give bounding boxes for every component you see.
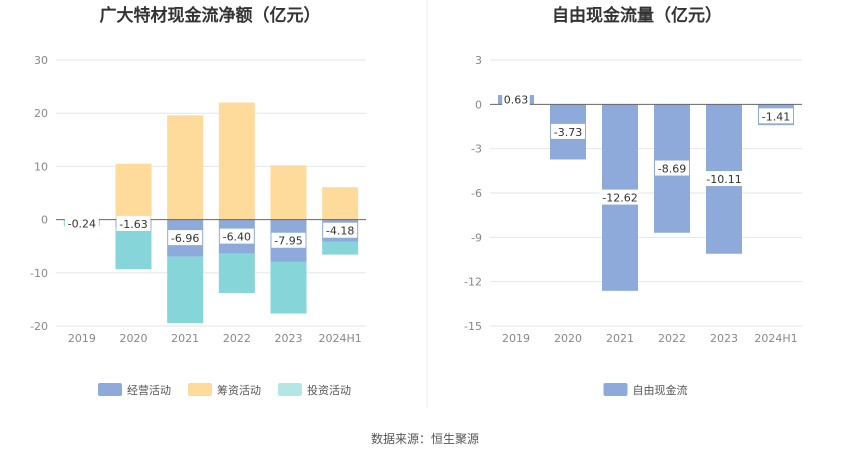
data-label: -12.62 — [602, 192, 637, 205]
data-label: -10.11 — [706, 173, 741, 186]
data-label: -3.73 — [554, 126, 582, 139]
data-label: -7.95 — [274, 235, 302, 248]
bar-financing — [218, 102, 255, 220]
legend-swatch — [188, 383, 212, 396]
legend-swatch — [98, 383, 122, 396]
x-tick-label: 2019 — [68, 332, 96, 345]
bar-financing — [322, 187, 359, 220]
bar-investing — [322, 241, 359, 255]
data-label-bg — [551, 123, 585, 139]
cashflow-chart: 30 20 10 0 -10 -20 2019 2020 2021 2022 2023 2024H1 -… — [30, 54, 366, 397]
y-tick-label: 20 — [34, 107, 48, 120]
y-tick-label: 3 — [475, 54, 482, 67]
y-tick-label: -15 — [464, 320, 482, 333]
x-tick-label: 2022 — [658, 332, 686, 345]
data-label: -1.41 — [762, 110, 790, 123]
legend-label: 筹资活动 — [217, 383, 261, 397]
data-label-bg — [64, 215, 99, 231]
legend-swatch — [278, 383, 302, 396]
y-tick-label: 0 — [475, 98, 482, 111]
data-label: -6.96 — [171, 232, 199, 245]
data-label-bg — [219, 228, 254, 244]
bar-investing — [218, 253, 255, 294]
x-tick-label: 2023 — [710, 332, 738, 345]
x-tick-label: 2024H1 — [319, 332, 362, 345]
bar-investing — [167, 256, 204, 324]
data-label: 0.63 — [504, 94, 529, 107]
bar-investing — [270, 261, 307, 314]
data-label-bg — [599, 189, 641, 205]
y-tick-label: 30 — [34, 54, 48, 67]
data-label: -0.24 — [68, 218, 96, 231]
x-tick-label: 2020 — [120, 332, 148, 345]
y-tick-label: -20 — [30, 320, 48, 333]
y-tick-label: -10 — [30, 267, 48, 280]
data-label-bg — [271, 232, 306, 248]
y-tick-label: -12 — [464, 276, 482, 289]
x-tick-label: 2021 — [606, 332, 634, 345]
legend-label: 投资活动 — [307, 383, 351, 397]
x-tick-label: 2023 — [275, 332, 303, 345]
data-label-bg — [116, 215, 151, 231]
legend-label: 自由现金流 — [633, 383, 688, 397]
data-label: -6.40 — [223, 231, 251, 244]
chart-title-fcf: 自由现金流量（亿元） — [552, 5, 722, 26]
y-tick-label: -3 — [471, 143, 482, 156]
y-tick-label: -9 — [471, 231, 482, 244]
bar-investing — [115, 228, 152, 270]
chart-title-cashflow: 广大特材现金流净额（亿元） — [100, 5, 321, 26]
x-tick-label: 2019 — [502, 332, 530, 345]
legend-swatch — [603, 383, 628, 396]
y-tick-label: 10 — [34, 160, 48, 173]
x-tick-label: 2021 — [171, 332, 199, 345]
data-source-note: 数据来源：恒生聚源 — [370, 432, 479, 446]
y-tick-label: -6 — [471, 187, 482, 200]
bar-financing — [115, 163, 152, 220]
bar-financing — [167, 115, 204, 220]
x-tick-label: 2022 — [223, 332, 251, 345]
bar-financing — [270, 165, 307, 220]
y-tick-label: 0 — [41, 214, 48, 227]
data-label-bg — [168, 230, 203, 246]
legend-label: 经营活动 — [127, 383, 171, 397]
data-label-bg — [502, 91, 530, 107]
fcf-chart: 3 0 -3 -6 -9 -12 -15 2019 2020 2021 2022 2023 2024H1… — [464, 54, 802, 397]
data-label-bg — [655, 160, 689, 176]
data-label: -8.69 — [658, 163, 686, 176]
data-label: -1.63 — [119, 218, 147, 231]
data-label: -4.18 — [326, 225, 354, 238]
data-label-bg — [703, 171, 745, 187]
data-label-bg — [759, 108, 793, 124]
data-label-bg — [323, 222, 358, 238]
x-tick-label: 2024H1 — [754, 332, 797, 345]
x-tick-label: 2020 — [554, 332, 582, 345]
